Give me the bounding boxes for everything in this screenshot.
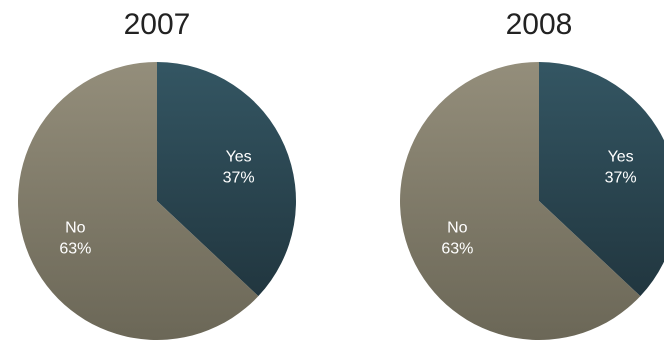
pie-slice-yes: [539, 62, 664, 297]
slice-label-no: No: [447, 219, 468, 236]
slice-label-yes: Yes: [226, 149, 252, 166]
slice-value-no: 63%: [59, 240, 91, 257]
slice-value-no: 63%: [441, 240, 473, 257]
slice-value-yes: 37%: [605, 170, 637, 187]
chart-title: 2008: [506, 8, 573, 41]
pie-slice-no: [400, 62, 641, 340]
chart-title: 2007: [124, 8, 191, 41]
slice-label-no: No: [65, 219, 86, 236]
pie-slice-yes: [157, 62, 296, 297]
slice-value-yes: 37%: [223, 170, 255, 187]
pie-slice-no: [17, 62, 259, 341]
pie-chart-2008: 2008 Yes 37% No 63%: [400, 8, 664, 340]
slice-label-yes: Yes: [608, 149, 634, 166]
pie-chart-2007: 2007 Yes 37% No 63%: [17, 8, 296, 341]
